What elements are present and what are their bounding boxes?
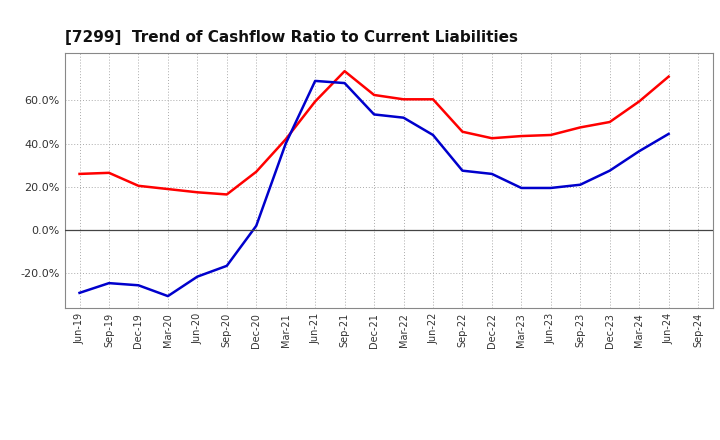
Free CF to Current Liabilities	[222, 263, 231, 268]
Operating CF to Current Liabilities	[252, 169, 261, 174]
Free CF to Current Liabilities	[104, 280, 113, 286]
Operating CF to Current Liabilities	[487, 136, 496, 141]
Operating CF to Current Liabilities	[665, 74, 673, 79]
Operating CF to Current Liabilities	[635, 99, 644, 104]
Free CF to Current Liabilities	[428, 132, 437, 138]
Free CF to Current Liabilities	[487, 171, 496, 176]
Free CF to Current Liabilities	[399, 115, 408, 120]
Operating CF to Current Liabilities	[163, 187, 172, 192]
Free CF to Current Liabilities	[370, 112, 379, 117]
Operating CF to Current Liabilities	[222, 192, 231, 197]
Operating CF to Current Liabilities	[311, 99, 320, 104]
Line: Free CF to Current Liabilities: Free CF to Current Liabilities	[79, 81, 669, 296]
Free CF to Current Liabilities	[311, 78, 320, 84]
Operating CF to Current Liabilities	[282, 137, 290, 142]
Free CF to Current Liabilities	[134, 282, 143, 288]
Operating CF to Current Liabilities	[458, 129, 467, 134]
Free CF to Current Liabilities	[606, 168, 614, 173]
Operating CF to Current Liabilities	[341, 69, 349, 74]
Free CF to Current Liabilities	[665, 131, 673, 136]
Free CF to Current Liabilities	[635, 149, 644, 154]
Free CF to Current Liabilities	[282, 141, 290, 146]
Free CF to Current Liabilities	[341, 81, 349, 86]
Operating CF to Current Liabilities	[399, 97, 408, 102]
Operating CF to Current Liabilities	[134, 183, 143, 188]
Operating CF to Current Liabilities	[75, 171, 84, 176]
Operating CF to Current Liabilities	[104, 170, 113, 176]
Operating CF to Current Liabilities	[606, 119, 614, 125]
Text: [7299]  Trend of Cashflow Ratio to Current Liabilities: [7299] Trend of Cashflow Ratio to Curren…	[65, 29, 518, 45]
Free CF to Current Liabilities	[458, 168, 467, 173]
Operating CF to Current Liabilities	[546, 132, 555, 138]
Free CF to Current Liabilities	[193, 274, 202, 279]
Free CF to Current Liabilities	[546, 185, 555, 191]
Free CF to Current Liabilities	[252, 223, 261, 228]
Operating CF to Current Liabilities	[370, 92, 379, 98]
Operating CF to Current Liabilities	[576, 125, 585, 130]
Free CF to Current Liabilities	[517, 185, 526, 191]
Free CF to Current Liabilities	[163, 293, 172, 299]
Operating CF to Current Liabilities	[517, 133, 526, 139]
Free CF to Current Liabilities	[75, 290, 84, 296]
Operating CF to Current Liabilities	[193, 190, 202, 195]
Line: Operating CF to Current Liabilities: Operating CF to Current Liabilities	[79, 71, 669, 194]
Operating CF to Current Liabilities	[428, 97, 437, 102]
Free CF to Current Liabilities	[576, 182, 585, 187]
